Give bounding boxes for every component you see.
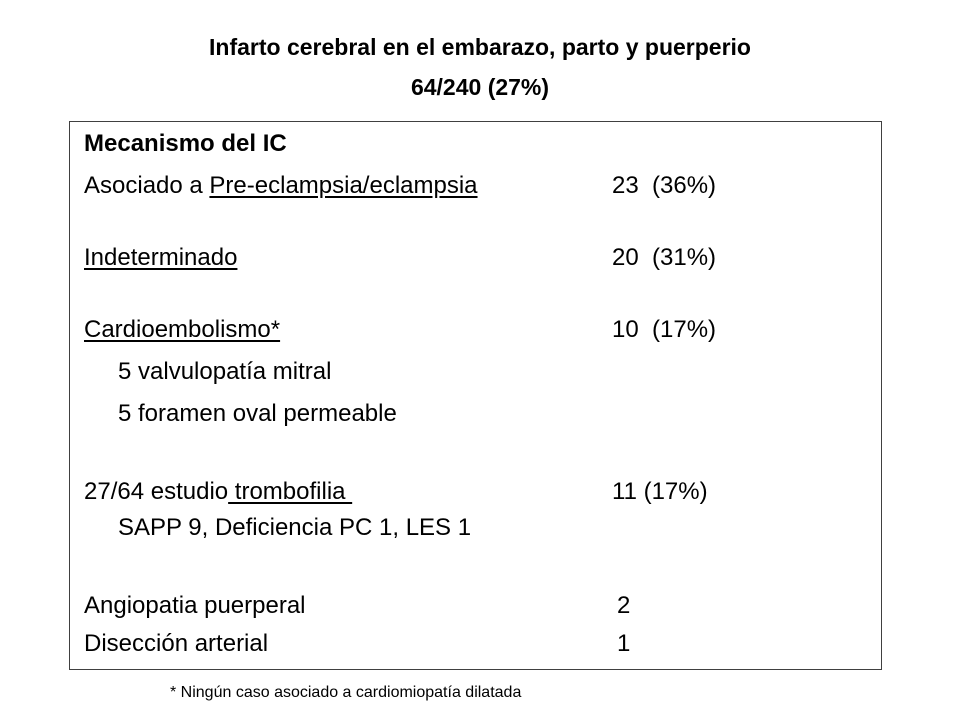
row-angiopatia: Angiopatia puerperal (84, 592, 306, 619)
footnote: * Ningún caso asociado a cardiomiopatía … (170, 684, 522, 701)
sub-item: 5 valvulopatía mitral (118, 358, 332, 385)
row-label: Pre-eclampsia/eclampsia (209, 172, 478, 199)
row-diseccion: Disección arterial (84, 630, 269, 657)
row-prefix: Asociado a (84, 172, 210, 199)
row-preeclampsia: Asociado a Pre-eclampsia/eclampsia (84, 171, 478, 201)
row-indeterminado: Indeterminado (84, 244, 238, 271)
row-value: 2 (617, 592, 631, 619)
row-value: 10 (17%) (612, 316, 717, 343)
slide-title: Infarto cerebral en el embarazo, parto y… (209, 34, 751, 60)
row-label: trombofilia (228, 478, 353, 505)
row-value: 23 (36%) (612, 172, 717, 199)
row-value: 20 (31%) (612, 244, 717, 271)
row-trombofilia: 27/64 estudio trombofilia (84, 477, 352, 507)
sub-item: SAPP 9, Deficiencia PC 1, LES 1 (118, 514, 472, 541)
row-cardioembolismo: Cardioembolismo* (84, 316, 281, 343)
slide-subtitle: 64/240 (27%) (410, 74, 550, 100)
row-value: 1 (617, 630, 631, 657)
sub-item: 5 foramen oval permeable (118, 400, 397, 427)
table-heading: Mecanismo del IC (84, 130, 287, 157)
row-value: 11 (17%) (612, 478, 708, 505)
row-prefix: 27/64 estudio (84, 478, 229, 505)
table-box (69, 121, 882, 670)
